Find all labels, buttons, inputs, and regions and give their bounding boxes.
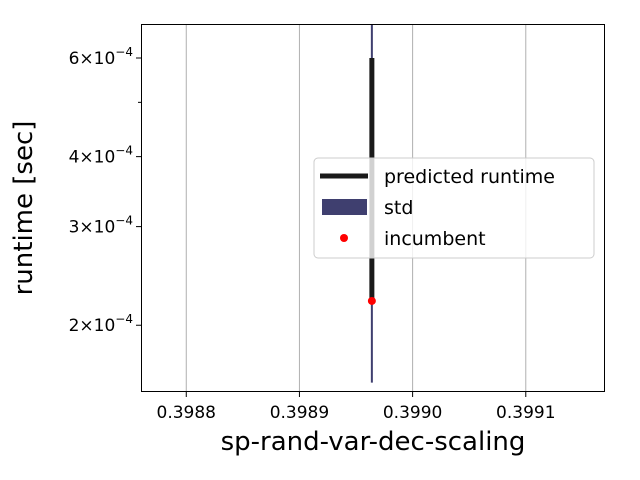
y-tick-label: 6×10−4 — [69, 45, 133, 69]
legend-swatch-std — [322, 199, 367, 215]
x-tick-label: 0.3991 — [496, 403, 555, 423]
y-tick-label: 3×10−4 — [69, 214, 133, 238]
legend-label-std: std — [384, 197, 413, 219]
legend-label-incumbent: incumbent — [384, 228, 486, 250]
x-tick-label: 0.3988 — [157, 403, 216, 423]
y-axis-label: runtime [sec] — [9, 121, 39, 296]
x-tick-label: 0.3990 — [383, 403, 442, 423]
legend-label-predicted-runtime: predicted runtime — [384, 166, 555, 188]
x-axis-label: sp-rand-var-dec-scaling — [221, 427, 526, 457]
incumbent-point — [367, 296, 376, 305]
y-tick-label: 2×10−4 — [69, 312, 133, 336]
plot-frame — [141, 24, 605, 392]
x-tick-label: 0.3989 — [270, 403, 329, 423]
legend-swatch-incumbent — [340, 234, 348, 242]
legend-box — [313, 157, 595, 259]
x-axis: 0.3988 0.3989 0.3990 0.3991 — [157, 392, 556, 423]
legend: predicted runtime std incumbent — [313, 157, 595, 259]
y-tick-label: 4×10−4 — [69, 144, 133, 168]
y-axis: 2×10−4 3×10−4 4×10−4 6×10−4 — [69, 45, 141, 336]
